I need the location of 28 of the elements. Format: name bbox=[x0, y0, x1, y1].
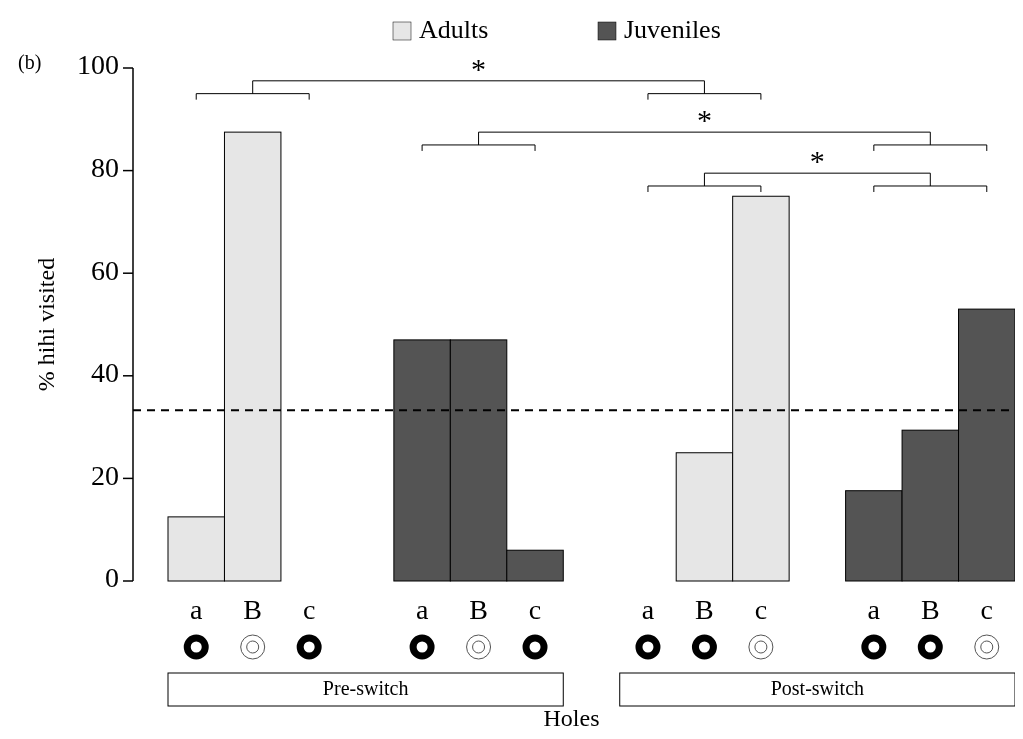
x-tick-label: a bbox=[415, 594, 429, 626]
y-tick-label: 20 bbox=[91, 459, 119, 491]
x-tick-label: B bbox=[469, 594, 488, 626]
annotation: * bbox=[471, 51, 487, 85]
legend-label: Adults bbox=[419, 14, 489, 44]
x-tick-label: c bbox=[980, 594, 993, 626]
x-tick-label: c bbox=[754, 594, 768, 626]
text: Post-switch bbox=[770, 676, 865, 699]
annotation: * bbox=[809, 144, 825, 178]
x-tick-label: c bbox=[302, 594, 316, 626]
x-tick-label: B bbox=[695, 594, 714, 626]
y-tick-label: 60 bbox=[91, 254, 119, 286]
legend-label: Juveniles bbox=[624, 14, 721, 44]
x-tick-label: a bbox=[867, 594, 881, 626]
y-tick-label: 100 bbox=[77, 49, 119, 81]
text: Pre-switch bbox=[322, 676, 409, 699]
x-tick-label: B bbox=[243, 594, 263, 626]
x-tick-label: B bbox=[920, 594, 940, 626]
y-tick-label: 80 bbox=[91, 152, 119, 184]
y-tick-label: 0 bbox=[105, 562, 119, 594]
x-tick-label: a bbox=[190, 594, 204, 626]
y-axis-title: % hihi visited bbox=[32, 257, 59, 392]
annotation: * bbox=[696, 103, 712, 137]
chart-title: (b) bbox=[18, 50, 42, 74]
x-tick-label: a bbox=[641, 594, 655, 626]
x-axis-title: Holes bbox=[543, 704, 600, 731]
y-tick-label: 40 bbox=[91, 357, 119, 389]
x-tick-label: c bbox=[528, 594, 542, 626]
